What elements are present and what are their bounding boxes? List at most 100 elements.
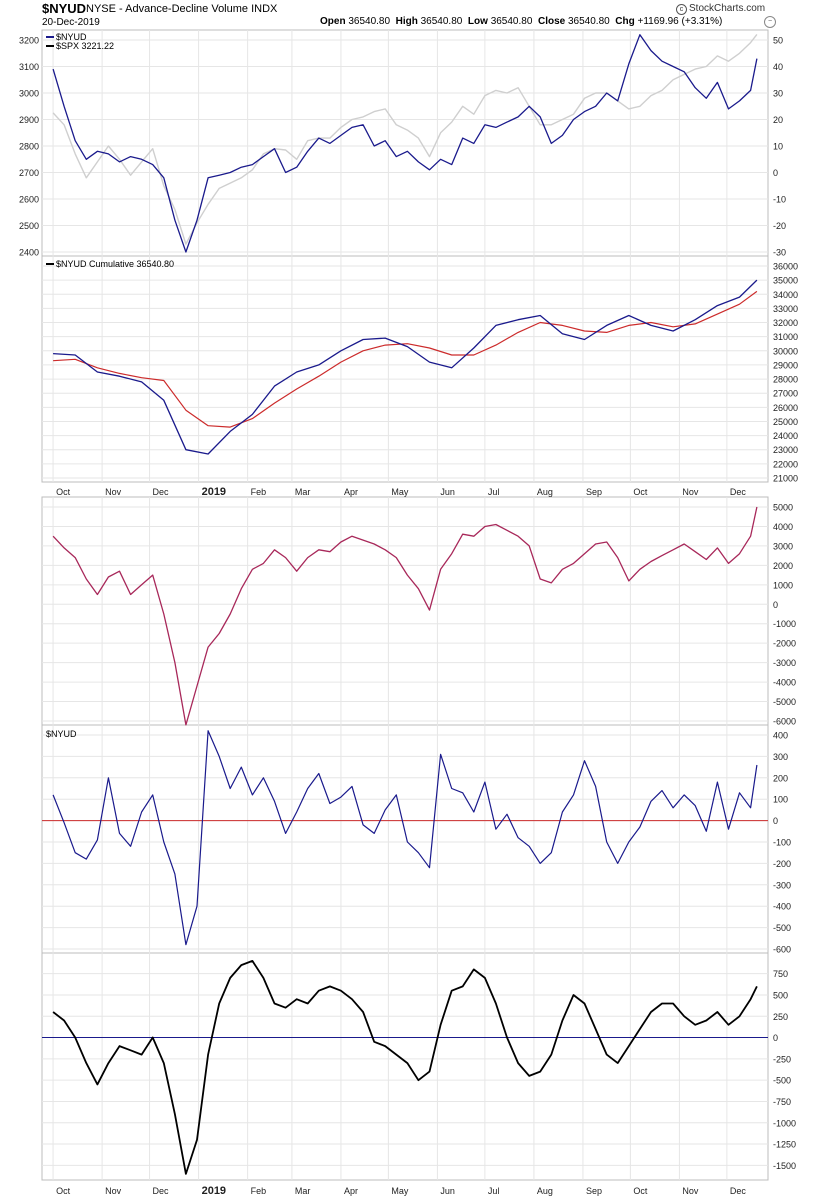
tick-label-nyud-daily-axis: -200 bbox=[773, 859, 791, 869]
tick-label-cumulative-axis: 28000 bbox=[773, 375, 798, 385]
tick-label-indicator-axis: 4000 bbox=[773, 522, 793, 532]
tick-label-spx-axis: 2800 bbox=[19, 142, 39, 152]
collapse-icon[interactable]: − bbox=[764, 16, 776, 28]
close-label: Close bbox=[537, 16, 566, 27]
x-tick-label: Dec bbox=[730, 1186, 747, 1196]
oscillator-line bbox=[52, 960, 758, 1175]
cumulative-ma-line bbox=[53, 290, 758, 428]
tick-label-oscillator-axis: -250 bbox=[773, 1054, 791, 1064]
tick-label-indicator-axis: -5000 bbox=[773, 697, 796, 707]
tick-label-cumulative-axis: 34000 bbox=[773, 290, 798, 300]
tick-label-cumulative-axis: 33000 bbox=[773, 304, 798, 314]
tick-label-nyud-axis: -20 bbox=[773, 221, 786, 231]
tick-label-nyud-axis: 40 bbox=[773, 62, 783, 72]
tick-label-indicator-axis: -4000 bbox=[773, 678, 796, 688]
tick-label-oscillator-axis: -750 bbox=[773, 1097, 791, 1107]
tick-label-cumulative-axis: 27000 bbox=[773, 389, 798, 399]
cumulative-line bbox=[53, 279, 758, 455]
tick-label-nyud-daily-axis: 200 bbox=[773, 773, 788, 783]
tick-label-oscillator-axis: -1500 bbox=[773, 1161, 796, 1171]
x-tick-label: Mar bbox=[295, 1186, 311, 1196]
open-value: 36540.80 bbox=[348, 16, 391, 27]
x-tick-label: Dec bbox=[153, 1186, 170, 1196]
tick-label-indicator-axis: -3000 bbox=[773, 658, 796, 668]
x-tick-label: 2019 bbox=[202, 1185, 226, 1197]
chart-header: $NYUD NYSE - Advance-Decline Volume INDX… bbox=[0, 0, 820, 30]
tick-label-oscillator-axis: -500 bbox=[773, 1076, 791, 1086]
x-tick-label: Apr bbox=[344, 1186, 358, 1196]
tick-label-indicator-axis: -1000 bbox=[773, 619, 796, 629]
legend-spx: $SPX 3221.22 bbox=[56, 41, 114, 51]
x-tick-label: Oct bbox=[633, 1186, 648, 1196]
low-value: 36540.80 bbox=[490, 16, 533, 27]
x-tick-label: Oct bbox=[633, 487, 648, 497]
tick-label-oscillator-axis: -1250 bbox=[773, 1140, 796, 1150]
tick-label-indicator-axis: 5000 bbox=[773, 503, 793, 513]
tick-label-spx-axis: 2600 bbox=[19, 195, 39, 205]
tick-label-indicator-axis: 1000 bbox=[773, 580, 793, 590]
chg-value: +1169.96 (+3.31%) bbox=[637, 16, 723, 27]
tick-label-nyud-daily-axis: 300 bbox=[773, 752, 788, 762]
x-tick-label: Jun bbox=[440, 487, 455, 497]
tick-label-cumulative-axis: 26000 bbox=[773, 403, 798, 413]
tick-label-cumulative-axis: 22000 bbox=[773, 459, 798, 469]
x-tick-label: 2019 bbox=[202, 486, 226, 498]
tick-label-nyud-daily-axis: -400 bbox=[773, 902, 791, 912]
x-tick-label: Nov bbox=[105, 1186, 122, 1196]
tick-label-oscillator-axis: 750 bbox=[773, 969, 788, 979]
panel-frame bbox=[41, 496, 769, 726]
high-label: High bbox=[395, 16, 418, 27]
tick-label-indicator-axis: 3000 bbox=[773, 541, 793, 551]
x-tick-label: Nov bbox=[682, 487, 699, 497]
x-tick-label: Jun bbox=[440, 1186, 455, 1196]
high-value: 36540.80 bbox=[420, 16, 463, 27]
x-tick-label: Aug bbox=[537, 487, 553, 497]
tick-label-cumulative-axis: 21000 bbox=[773, 474, 798, 484]
tick-label-spx-axis: 3200 bbox=[19, 36, 39, 46]
tick-label-spx-axis: 2500 bbox=[19, 221, 39, 231]
spx-series-line bbox=[52, 33, 758, 245]
x-tick-label: May bbox=[391, 487, 409, 497]
x-tick-label: Oct bbox=[56, 487, 71, 497]
tick-label-cumulative-axis: 25000 bbox=[773, 417, 798, 427]
tick-label-cumulative-axis: 32000 bbox=[773, 318, 798, 328]
symbol-description: NYSE - Advance-Decline Volume INDX bbox=[86, 3, 278, 15]
tick-label-nyud-daily-axis: -300 bbox=[773, 880, 791, 890]
panel-frame bbox=[41, 952, 769, 1181]
tick-label-nyud-axis: 20 bbox=[773, 115, 783, 125]
tick-label-nyud-axis: 0 bbox=[773, 168, 778, 178]
tick-label-indicator-axis: -2000 bbox=[773, 639, 796, 649]
tick-label-cumulative-axis: 24000 bbox=[773, 431, 798, 441]
tick-label-nyud-daily-axis: 0 bbox=[773, 816, 778, 826]
panel-frame bbox=[41, 255, 769, 483]
tick-label-nyud-axis: 10 bbox=[773, 142, 783, 152]
tick-label-oscillator-axis: -1000 bbox=[773, 1118, 796, 1128]
tick-label-spx-axis: 3100 bbox=[19, 62, 39, 72]
panel-frame bbox=[41, 29, 769, 257]
tick-label-spx-axis: 2900 bbox=[19, 115, 39, 125]
symbol-title: $NYUD bbox=[42, 1, 87, 16]
panel-title-nyud-daily: $NYUD bbox=[46, 729, 77, 739]
tick-label-indicator-axis: 0 bbox=[773, 600, 778, 610]
x-tick-label: Jul bbox=[488, 487, 500, 497]
tick-label-cumulative-axis: 35000 bbox=[773, 276, 798, 286]
x-tick-label: Mar bbox=[295, 487, 311, 497]
x-tick-label: Dec bbox=[153, 487, 170, 497]
tick-label-oscillator-axis: 250 bbox=[773, 1012, 788, 1022]
nyud-daily-line bbox=[52, 730, 758, 946]
tick-label-spx-axis: 2400 bbox=[19, 248, 39, 258]
ohlc-readout: Open 36540.80 High 36540.80 Low 36540.80… bbox=[320, 16, 722, 27]
tick-label-nyud-axis: 30 bbox=[773, 89, 783, 99]
x-tick-label: Sep bbox=[586, 1186, 602, 1196]
tick-label-nyud-axis: 50 bbox=[773, 36, 783, 46]
nyud-series-line bbox=[52, 34, 758, 253]
x-tick-label: Feb bbox=[251, 487, 267, 497]
x-tick-label: Sep bbox=[586, 487, 602, 497]
open-label: Open bbox=[320, 16, 346, 27]
x-tick-label: Aug bbox=[537, 1186, 553, 1196]
close-value: 36540.80 bbox=[567, 16, 610, 27]
tick-label-nyud-daily-axis: 100 bbox=[773, 795, 788, 805]
tick-label-indicator-axis: 2000 bbox=[773, 561, 793, 571]
tick-label-cumulative-axis: 36000 bbox=[773, 262, 798, 272]
